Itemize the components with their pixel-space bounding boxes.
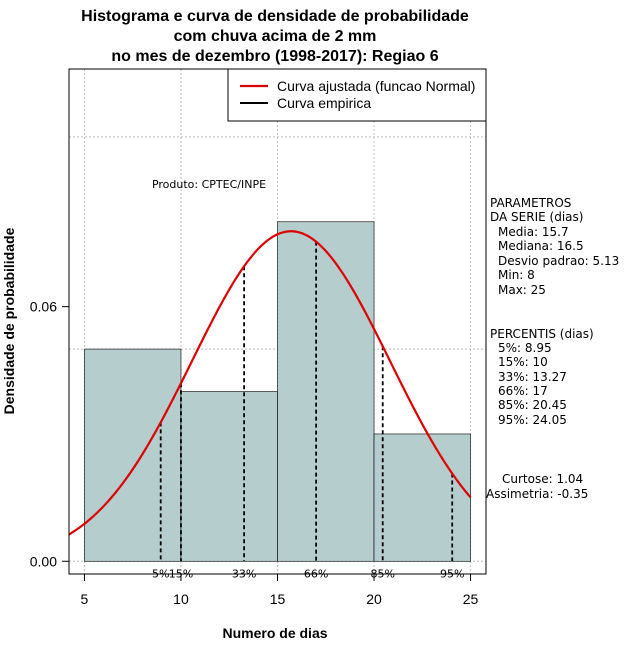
title-line-1: Histograma e curva de densidade de proba… bbox=[81, 8, 469, 25]
percentil-66: 66%: 17 bbox=[498, 384, 548, 398]
x-tick-label: 5 bbox=[81, 591, 89, 607]
histogram-bar bbox=[373, 433, 471, 562]
x-tick-label: 15 bbox=[270, 591, 286, 607]
percentil-85: 85%: 20.45 bbox=[498, 398, 567, 412]
x-axis: 5 10 15 20 25 bbox=[81, 573, 479, 607]
histogram-bar bbox=[277, 221, 375, 562]
y-tick-label: 0.00 bbox=[30, 553, 57, 569]
param-min: Min: 8 bbox=[498, 268, 535, 282]
histogram-bar bbox=[180, 391, 278, 562]
y-axis-label: Densidade de probabilidade bbox=[1, 227, 17, 414]
percentil-95: 95%: 24.05 bbox=[498, 413, 567, 427]
x-tick-label: 20 bbox=[366, 591, 382, 607]
product-annotation: Produto: CPTEC/INPE bbox=[152, 178, 266, 191]
param-media: Media: 15.7 bbox=[498, 225, 569, 239]
x-tick-label: 25 bbox=[463, 591, 479, 607]
y-axis: 0.00 0.06 bbox=[30, 299, 69, 569]
percentis-title: PERCENTIS (dias) bbox=[490, 327, 594, 341]
percentil-33: 33%: 13.27 bbox=[498, 370, 567, 384]
percentil-5: 5%: 8.95 bbox=[498, 341, 552, 355]
assimetria: Assimetria: -0.35 bbox=[486, 487, 588, 501]
histogram-bar bbox=[84, 348, 182, 562]
percentil-15: 15%: 10 bbox=[498, 355, 548, 369]
param-desvio: Desvio padrao: 5.13 bbox=[498, 254, 619, 268]
legend-label-normal: Curva ajustada (funcao Normal) bbox=[277, 78, 475, 94]
param-mediana: Mediana: 16.5 bbox=[498, 239, 584, 253]
params-title-1: PARAMETROS bbox=[490, 196, 571, 210]
curtose: Curtose: 1.04 bbox=[502, 472, 583, 486]
normal-fit-curve bbox=[68, 230, 472, 536]
legend-box bbox=[227, 68, 487, 122]
chart-title: Histograma e curva de densidade de proba… bbox=[81, 8, 469, 65]
histogram-bars bbox=[84, 221, 471, 562]
legend-label-empirical: Curva empirica bbox=[277, 95, 371, 111]
param-max: Max: 25 bbox=[498, 283, 546, 297]
title-line-2: com chuva acima de 2 mm bbox=[174, 28, 377, 45]
y-tick-label: 0.06 bbox=[30, 299, 57, 315]
x-axis-label: Numero de dias bbox=[222, 625, 327, 641]
stats-panel: PARAMETROS DA SERIE (dias) Media: 15.7 M… bbox=[486, 196, 619, 501]
x-tick-label: 10 bbox=[173, 591, 189, 607]
title-line-3: no mes de dezembro (1998-2017): Regiao 6 bbox=[111, 48, 438, 65]
params-title-2: DA SERIE (dias) bbox=[490, 210, 583, 224]
legend: Curva ajustada (funcao Normal) Curva emp… bbox=[227, 68, 487, 122]
